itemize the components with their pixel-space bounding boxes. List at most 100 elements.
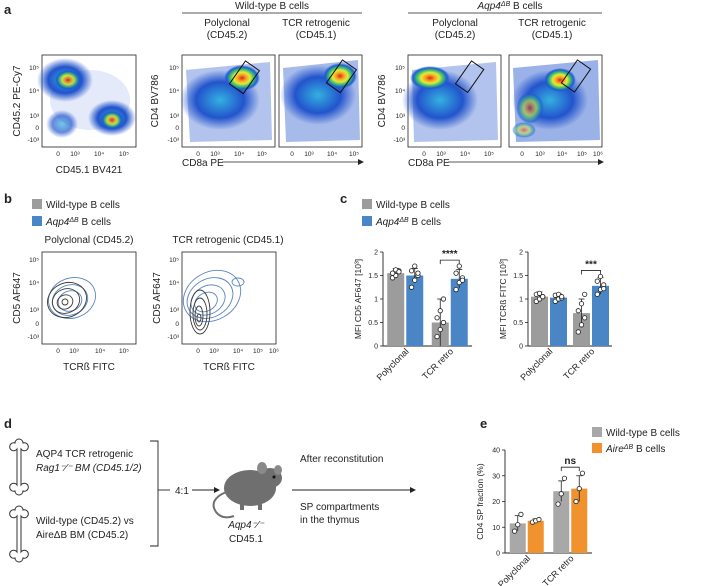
- b-xlabel-right: TCRß FITC: [203, 362, 255, 373]
- data-point: [396, 269, 402, 275]
- x-tick-label: Polyclonal: [496, 553, 532, 586]
- aqp-ylabel: CD4 BV786: [377, 74, 388, 127]
- significance-bracket: [439, 259, 460, 265]
- aqp-tcr-title-1: TCR retrogenic: [518, 18, 586, 29]
- b-tcr-title: TCR retrogenic (CD45.1): [172, 235, 283, 246]
- data-point: [459, 277, 466, 283]
- bar: [573, 313, 590, 346]
- recipient-line2: CD45.1: [229, 534, 263, 545]
- legend-label-wt: Wild-type B cells: [376, 200, 450, 211]
- bar: [406, 275, 424, 346]
- data-point: [573, 498, 579, 505]
- b-ytick: 10⁵: [169, 257, 179, 264]
- b-ytick: 0: [175, 321, 179, 328]
- donor1-line1: AQP4 TCR retrogenic: [36, 449, 133, 460]
- y-tick-label: 1.5: [368, 273, 378, 280]
- data-point: [582, 315, 588, 321]
- recipient-line1: Aqp4⁻⁄⁻: [227, 520, 264, 531]
- facs-plot-wt-poly: [180, 54, 276, 148]
- mouse-icon: [212, 462, 282, 519]
- data-point: [575, 329, 581, 335]
- b-xtick: 10⁴: [95, 348, 105, 355]
- legend-b: Wild-type B cells Aqp4ΔB B cells: [32, 199, 120, 228]
- y-tick-label: 0.5: [513, 320, 523, 327]
- aqp-xlabel: CD8a PE: [408, 158, 450, 169]
- facs1-ytick: 10⁵: [29, 65, 39, 72]
- y-tick-label: 2: [374, 250, 378, 257]
- y-axis-label: MFI CD5 AF647 [10³]: [353, 259, 363, 339]
- y-tick-label: 0: [496, 551, 500, 558]
- data-point: [555, 501, 561, 507]
- b-ytick: -10³: [27, 334, 39, 341]
- data-point: [408, 268, 415, 274]
- y-tick-label: 1: [374, 297, 378, 304]
- y-axis-label: MFI TCRß FITC [10³]: [498, 259, 508, 339]
- significance-bracket: [560, 466, 580, 472]
- bar-chart-tcrb: 0 0.5 1 1.5 2 MFI TCRß FITC [10³] Polyclonal TC…: [498, 250, 612, 382]
- significance-label: ns: [564, 456, 576, 467]
- data-point: [415, 270, 421, 276]
- contour-plot-poly: [41, 251, 137, 345]
- data-point: [576, 486, 582, 492]
- donor1-line2: Rag1⁻⁄⁻ BM (CD45.1/2): [36, 463, 142, 474]
- y-tick-label: 40: [492, 448, 500, 455]
- b-xtick: 0: [196, 348, 200, 355]
- data-point: [582, 291, 588, 297]
- data-point: [437, 308, 443, 314]
- legend-swatch-aire: [592, 443, 602, 453]
- bar: [571, 488, 588, 553]
- b-poly-title: Polyclonal (CD45.2): [45, 235, 134, 246]
- bar: [553, 491, 570, 553]
- data-point: [594, 278, 600, 284]
- data-point: [456, 263, 462, 269]
- wt-poly-title-2: (CD45.2): [207, 30, 248, 41]
- wt-xlabel: CD8a PE: [182, 158, 224, 169]
- legend-label-aqp: Aqp4ΔB B cells: [375, 217, 441, 228]
- data-point: [437, 326, 443, 333]
- bar-chart-cd4sp: 0 10 20 30 40 CD4 SP fraction (%) Polyclonal TC…: [475, 448, 592, 586]
- panel-label-a: a: [4, 2, 12, 17]
- data-point: [440, 296, 447, 302]
- legend-label-aire: AireΔB B cells: [605, 444, 665, 455]
- aqp-xtick: 10³: [436, 151, 446, 158]
- bar: [527, 520, 544, 553]
- data-point: [561, 475, 568, 481]
- wt-xtick: 10³: [210, 151, 220, 158]
- x-tick-label: Polyclonal: [375, 346, 411, 382]
- facs-plot-aqp-tcr: [508, 54, 603, 148]
- wt-ytick: 10⁴: [169, 88, 179, 95]
- b-ytick: 10⁴: [29, 280, 39, 287]
- data-point: [518, 511, 524, 517]
- facs1-xlabel: CD45.1 BV421: [56, 165, 123, 176]
- data-point: [597, 273, 604, 280]
- y-tick-label: 1.5: [513, 273, 523, 280]
- significance-bracket: [581, 270, 601, 275]
- legend-label-aqp: Aqp4ΔB B cells: [45, 217, 111, 228]
- aqp-xtick: 0: [422, 151, 426, 158]
- b-xtick: 10³: [209, 348, 219, 355]
- panel-label-c: c: [340, 191, 347, 206]
- data-point: [515, 522, 521, 528]
- data-point: [453, 270, 459, 276]
- data-point: [536, 290, 543, 296]
- legend-swatch-aqp: [362, 216, 372, 226]
- data-point: [601, 286, 607, 292]
- data-point: [579, 470, 586, 476]
- x-tick-label: TCR retro: [541, 553, 576, 586]
- facs1-ytick: -10³: [27, 137, 39, 144]
- step2-line2: in the thymus: [300, 515, 359, 526]
- data-point: [408, 284, 415, 290]
- significance-label: ****: [442, 249, 458, 260]
- aqp-ytick: 10³: [396, 113, 406, 120]
- aqp-xtick: 10⁵: [484, 151, 494, 158]
- contour-plot-tcr: [181, 251, 277, 345]
- donor2-line2: AireΔB BM (CD45.2): [36, 530, 128, 541]
- legend-swatch-wt: [32, 199, 42, 209]
- b-xtick: 10⁴: [233, 348, 243, 355]
- y-tick-label: 0: [374, 344, 378, 351]
- legend-e: Wild-type B cells AireΔB B cells: [592, 427, 680, 455]
- b-xtick: 10³: [69, 348, 79, 355]
- legend-label-wt: Wild-type B cells: [606, 428, 680, 439]
- aqp-poly-title-1: Polyclonal: [432, 18, 478, 29]
- wt-xtick: 10³: [304, 151, 314, 158]
